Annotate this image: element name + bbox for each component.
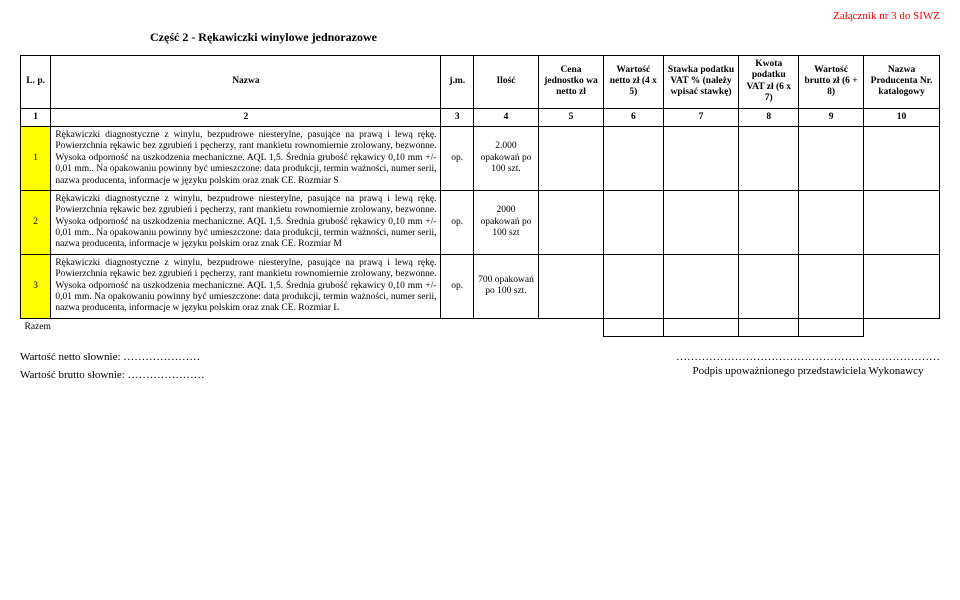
- razem-wnet: [604, 318, 664, 336]
- row-prod: [864, 254, 940, 318]
- header-row: L. p. Nazwa j.m. Ilość Cena jednostko wa…: [21, 56, 940, 109]
- table-row: 1 Rękawiczki diagnostyczne z winylu, bez…: [21, 126, 940, 190]
- num-1: 1: [21, 108, 51, 126]
- signature-line: ………………………………………………………………: [676, 351, 940, 363]
- col-wbrutto: Wartość brutto zł (6 + 8): [799, 56, 864, 109]
- row-wnet: [604, 254, 664, 318]
- row-cena: [539, 254, 604, 318]
- row-qty: 2.000 opakowań po 100 szt.: [473, 126, 538, 190]
- row-lp: 2: [21, 190, 51, 254]
- col-cena: Cena jednostko wa netto zł: [539, 56, 604, 109]
- col-stawka: Stawka podatku VAT % (należy wpisać staw…: [663, 56, 739, 109]
- row-jm: op.: [441, 254, 474, 318]
- col-kwota: Kwota podatku VAT zł (6 x 7): [739, 56, 799, 109]
- footer-right: ……………………………………………………………… Podpis upoważni…: [676, 351, 940, 387]
- footer-left: Wartość netto słownie: ………………… Wartość b…: [20, 351, 205, 387]
- row-jm: op.: [441, 126, 474, 190]
- col-name: Nazwa: [51, 56, 441, 109]
- num-4: 4: [473, 108, 538, 126]
- razem-stawka: [663, 318, 739, 336]
- num-2: 2: [51, 108, 441, 126]
- netto-line: Wartość netto słownie: …………………: [20, 351, 205, 363]
- num-8: 8: [739, 108, 799, 126]
- num-7: 7: [663, 108, 739, 126]
- section-title: Część 2 - Rękawiczki winylowe jednorazow…: [150, 30, 940, 45]
- row-wbrutto: [799, 254, 864, 318]
- row-kwota: [739, 190, 799, 254]
- num-6: 6: [604, 108, 664, 126]
- row-desc: Rękawiczki diagnostyczne z winylu, bezpu…: [51, 190, 441, 254]
- row-lp: 3: [21, 254, 51, 318]
- table-row: 2 Rękawiczki diagnostyczne z winylu, bez…: [21, 190, 940, 254]
- row-kwota: [739, 254, 799, 318]
- razem-wbrutto: [799, 318, 864, 336]
- row-kwota: [739, 126, 799, 190]
- row-wbrutto: [799, 190, 864, 254]
- table-row: 3 Rękawiczki diagnostyczne z winylu, bez…: [21, 254, 940, 318]
- num-10: 10: [864, 108, 940, 126]
- row-wnet: [604, 126, 664, 190]
- signature-label: Podpis upoważnionego przedstawiciela Wyk…: [676, 365, 940, 377]
- row-cena: [539, 126, 604, 190]
- col-prod: Nazwa Producenta Nr. katalogowy: [864, 56, 940, 109]
- row-cena: [539, 190, 604, 254]
- num-9: 9: [799, 108, 864, 126]
- row-qty: 2000 opakowań po 100 szt: [473, 190, 538, 254]
- row-wnet: [604, 190, 664, 254]
- num-5: 5: [539, 108, 604, 126]
- row-desc: Rękawiczki diagnostyczne z winylu, bezpu…: [51, 126, 441, 190]
- row-stawka: [663, 126, 739, 190]
- brutto-line: Wartość brutto słownie: …………………: [20, 369, 205, 381]
- razem-label: Razem: [21, 318, 604, 336]
- num-3: 3: [441, 108, 474, 126]
- razem-kwota: [739, 318, 799, 336]
- col-wnet: Wartość netto zł (4 x 5): [604, 56, 664, 109]
- col-jm: j.m.: [441, 56, 474, 109]
- row-lp: 1: [21, 126, 51, 190]
- total-row: Razem: [21, 318, 940, 336]
- row-prod: [864, 190, 940, 254]
- number-row: 1 2 3 4 5 6 7 8 9 10: [21, 108, 940, 126]
- row-stawka: [663, 254, 739, 318]
- footer: Wartość netto słownie: ………………… Wartość b…: [20, 351, 940, 387]
- attachment-label: Załącznik nr 3 do SIWZ: [20, 10, 940, 22]
- row-wbrutto: [799, 126, 864, 190]
- col-lp: L. p.: [21, 56, 51, 109]
- row-desc: Rękawiczki diagnostyczne z winylu, bezpu…: [51, 254, 441, 318]
- col-qty: Ilość: [473, 56, 538, 109]
- row-qty: 700 opakowań po 100 szt.: [473, 254, 538, 318]
- razem-empty: [864, 318, 940, 336]
- row-stawka: [663, 190, 739, 254]
- row-prod: [864, 126, 940, 190]
- row-jm: op.: [441, 190, 474, 254]
- main-table: L. p. Nazwa j.m. Ilość Cena jednostko wa…: [20, 55, 940, 337]
